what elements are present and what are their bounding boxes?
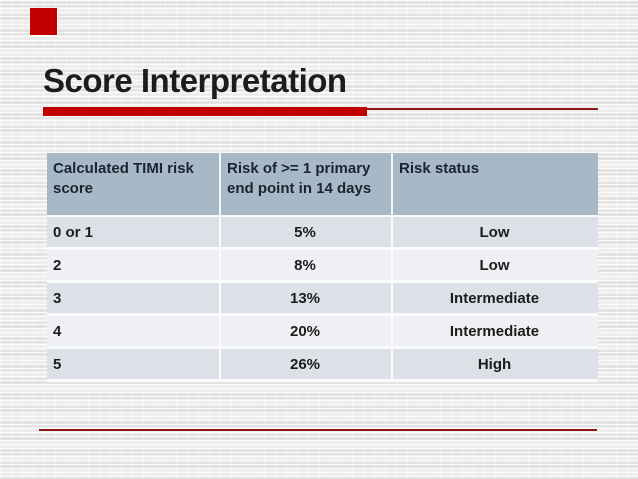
timi-score-table: Calculated TIMI risk score Risk of >= 1 … — [47, 153, 598, 382]
corner-accent-square — [30, 8, 57, 35]
cell-risk: 8% — [220, 248, 393, 283]
table-row: 0 or 1 5% Low — [47, 216, 598, 250]
cell-risk: 13% — [220, 281, 393, 316]
header-risk-endpoint: Risk of >= 1 primary end point in 14 day… — [220, 153, 393, 217]
slide-title: Score Interpretation — [43, 62, 347, 99]
cell-score: 2 — [47, 248, 221, 283]
cell-score: 4 — [47, 314, 221, 349]
cell-status: High — [392, 347, 598, 382]
title-underline-bar — [43, 107, 367, 116]
cell-status: Low — [392, 248, 598, 283]
table-row: 4 20% Intermediate — [47, 314, 598, 349]
table-row: 2 8% Low — [47, 248, 598, 283]
cell-score: 0 or 1 — [47, 216, 221, 250]
title-underline-extension — [367, 108, 598, 110]
cell-score: 3 — [47, 281, 221, 316]
cell-status: Intermediate — [392, 281, 598, 316]
header-risk-status: Risk status — [392, 153, 598, 217]
table-row: 3 13% Intermediate — [47, 281, 598, 316]
header-calculated-score: Calculated TIMI risk score — [47, 153, 221, 217]
cell-risk: 26% — [220, 347, 393, 382]
cell-status: Low — [392, 216, 598, 250]
cell-risk: 5% — [220, 216, 393, 250]
footer-divider-line — [39, 429, 597, 431]
table-row: 5 26% High — [47, 347, 598, 382]
cell-status: Intermediate — [392, 314, 598, 349]
cell-score: 5 — [47, 347, 221, 382]
table-header-row: Calculated TIMI risk score Risk of >= 1 … — [47, 153, 598, 217]
cell-risk: 20% — [220, 314, 393, 349]
